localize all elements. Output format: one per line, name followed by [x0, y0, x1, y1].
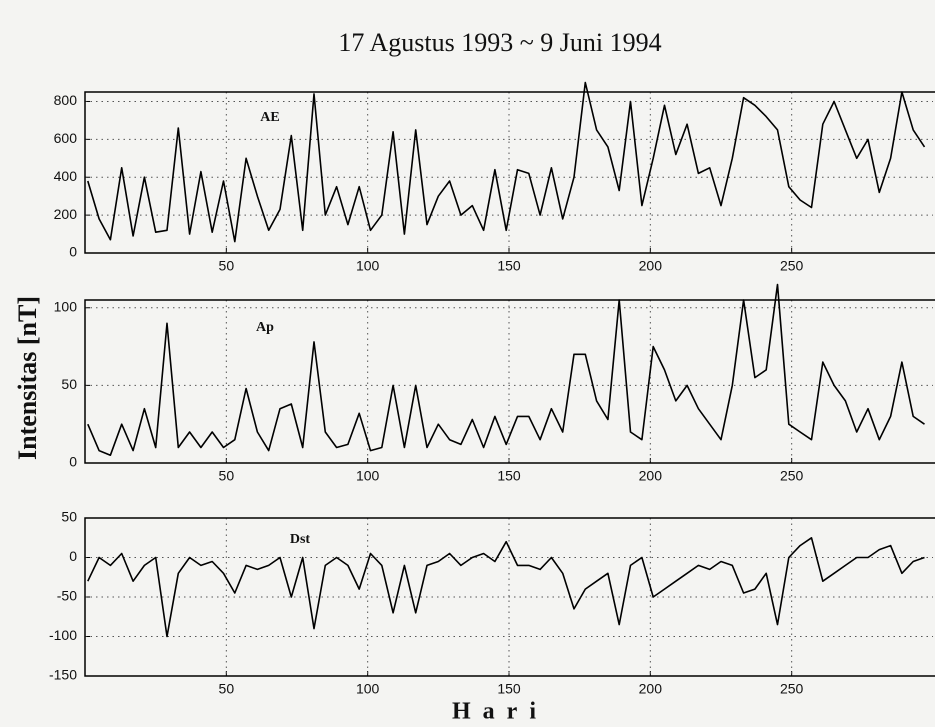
series-label: Dst: [290, 532, 311, 547]
y-tick-label: 0: [69, 244, 77, 260]
y-tick-label: 400: [54, 168, 78, 184]
x-tick-label: 250: [780, 258, 804, 274]
y-tick-label: 200: [54, 206, 78, 222]
x-tick-label: 50: [219, 258, 235, 274]
plot-frame: [84, 299, 935, 464]
x-tick-label: 50: [219, 468, 235, 484]
y-tick-label: -50: [57, 588, 77, 604]
y-tick-label: 0: [69, 548, 77, 564]
data-line: [87, 81, 926, 243]
x-tick-label: 200: [639, 681, 663, 697]
x-tick-label: 100: [356, 468, 380, 484]
x-tick-label: 150: [497, 681, 521, 697]
x-tick-label: 250: [780, 468, 804, 484]
y-tick-label: 0: [69, 454, 77, 470]
x-tick-label: 200: [639, 468, 663, 484]
x-tick-label: 200: [639, 258, 663, 274]
y-tick-label: 50: [61, 376, 77, 392]
series-label: AE: [260, 110, 279, 125]
y-tick-label: 800: [54, 92, 78, 108]
series-label: Ap: [256, 320, 274, 335]
y-tick-label: 50: [61, 509, 77, 525]
x-tick-label: 150: [497, 468, 521, 484]
x-tick-label: 150: [497, 258, 521, 274]
y-tick-label: 600: [54, 130, 78, 146]
x-tick-label: 50: [219, 681, 235, 697]
y-tick-label: 100: [54, 298, 78, 314]
plot-frame: [84, 517, 935, 677]
plot-frame: [84, 91, 935, 254]
y-tick-label: -150: [49, 667, 77, 683]
x-tick-label: 100: [356, 258, 380, 274]
y-tick-label: -100: [49, 627, 77, 643]
data-line: [87, 537, 925, 638]
y-axis-label: Intensitas [nT]: [13, 296, 42, 460]
chart-title: 17 Agustus 1993 ~ 9 Juni 1994: [338, 28, 661, 57]
data-line: [87, 283, 925, 456]
x-axis-label: Hari: [452, 699, 548, 725]
x-tick-label: 100: [356, 681, 380, 697]
x-tick-label: 250: [780, 681, 804, 697]
